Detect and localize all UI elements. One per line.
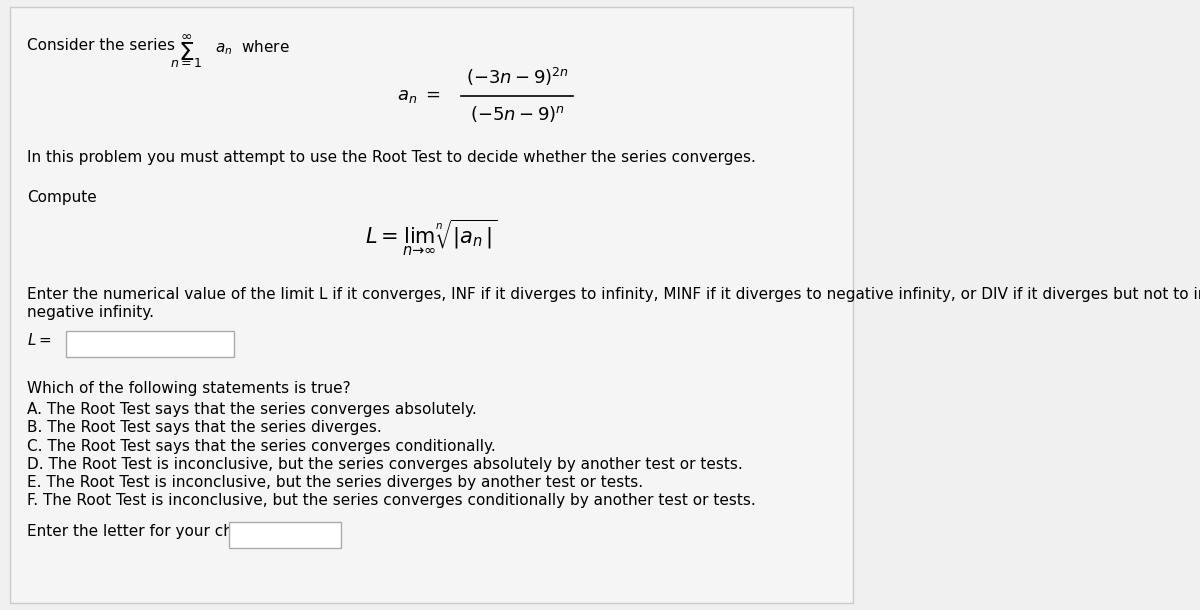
Text: C. The Root Test says that the series converges conditionally.: C. The Root Test says that the series co… — [28, 439, 496, 454]
Text: Compute: Compute — [28, 190, 97, 204]
Text: A. The Root Test says that the series converges absolutely.: A. The Root Test says that the series co… — [28, 402, 476, 417]
Text: Enter the numerical value of the limit L if it converges, INF if it diverges to : Enter the numerical value of the limit L… — [28, 287, 1200, 302]
Text: $a_n$  where: $a_n$ where — [215, 38, 289, 57]
Text: negative infinity.: negative infinity. — [28, 305, 154, 320]
Text: B. The Root Test says that the series diverges.: B. The Root Test says that the series di… — [28, 420, 382, 436]
Text: Consider the series: Consider the series — [28, 38, 175, 53]
Text: E. The Root Test is inconclusive, but the series diverges by another test or tes: E. The Root Test is inconclusive, but th… — [28, 475, 643, 490]
Text: Which of the following statements is true?: Which of the following statements is tru… — [28, 381, 350, 396]
Text: $L =$: $L =$ — [28, 332, 52, 348]
Text: $(-5n-9)^{n}$: $(-5n-9)^{n}$ — [470, 104, 565, 124]
Text: F. The Root Test is inconclusive, but the series converges conditionally by anot: F. The Root Test is inconclusive, but th… — [28, 493, 756, 508]
FancyBboxPatch shape — [229, 522, 341, 548]
FancyBboxPatch shape — [10, 7, 853, 603]
Text: In this problem you must attempt to use the Root Test to decide whether the seri: In this problem you must attempt to use … — [28, 150, 756, 165]
Text: D. The Root Test is inconclusive, but the series converges absolutely by another: D. The Root Test is inconclusive, but th… — [28, 457, 743, 472]
FancyBboxPatch shape — [66, 331, 234, 357]
Text: $(-3n-9)^{2n}$: $(-3n-9)^{2n}$ — [466, 66, 569, 88]
Text: $\infty$: $\infty$ — [180, 29, 192, 43]
Text: $\Sigma$: $\Sigma$ — [178, 41, 194, 65]
Text: $L = \lim_{n \to \infty} \sqrt[n]{|a_n|}$: $L = \lim_{n \to \infty} \sqrt[n]{|a_n|}… — [365, 218, 498, 259]
Text: $a_n\ =$: $a_n\ =$ — [397, 87, 440, 104]
Text: $n=1$: $n=1$ — [170, 57, 203, 70]
Text: Enter the letter for your choice here:: Enter the letter for your choice here: — [28, 523, 310, 539]
